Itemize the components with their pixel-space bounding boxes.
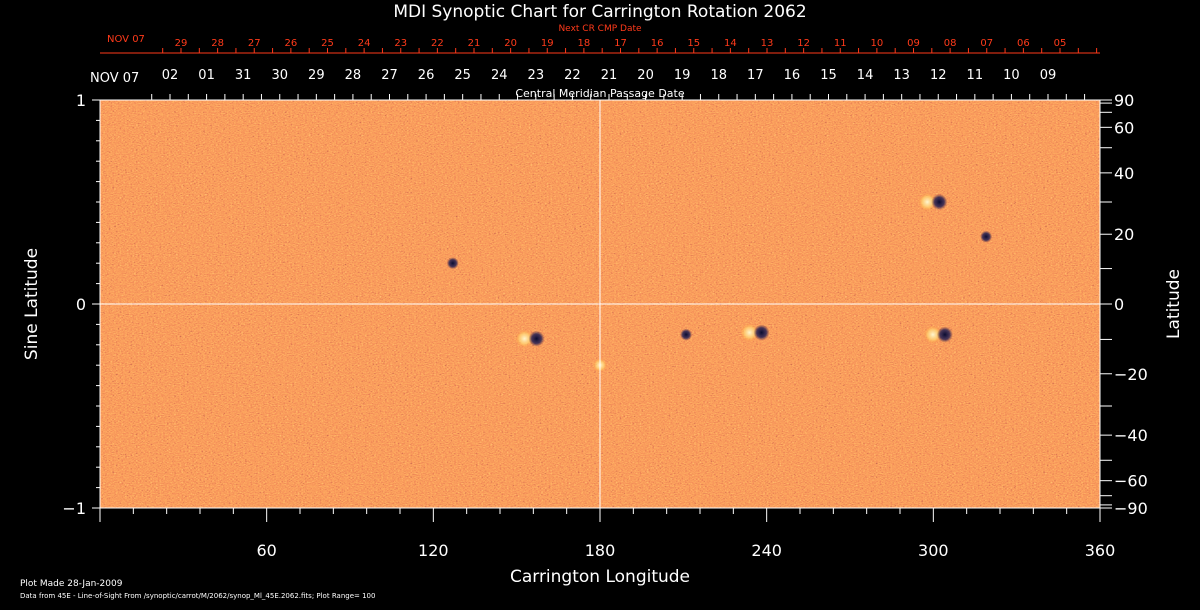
cmp-tick-label: 02 bbox=[162, 68, 179, 83]
cmp-tick-label: 31 bbox=[235, 68, 252, 83]
y-right-tick-label: 20 bbox=[1114, 225, 1134, 244]
y-right-axis-title: Latitude bbox=[1164, 269, 1184, 339]
next-cr-tick-label: 26 bbox=[285, 38, 298, 49]
active-region-positive bbox=[918, 193, 937, 211]
next-cr-tick-label: 29 bbox=[175, 38, 188, 49]
cmp-tick-label: 25 bbox=[454, 68, 471, 83]
y-right-tick-label: 90 bbox=[1114, 91, 1134, 110]
y-right-tick-label: 40 bbox=[1114, 164, 1134, 183]
next-cr-tick-label: 20 bbox=[504, 38, 517, 49]
footer-data-source: Data from 45E - Line-of-Sight From /syno… bbox=[20, 592, 376, 600]
active-region-positive bbox=[923, 325, 942, 344]
x-tick-label: 180 bbox=[585, 541, 616, 560]
next-cr-tick-label: 08 bbox=[944, 38, 957, 49]
y-left-axis-title: Sine Latitude bbox=[22, 248, 42, 360]
next-cr-tick-label: 21 bbox=[468, 38, 481, 49]
next-cr-tick-label: 06 bbox=[1017, 38, 1030, 49]
y-left-tick-label: 1 bbox=[76, 91, 86, 110]
next-cr-tick-label: 10 bbox=[871, 38, 884, 49]
cmp-tick-label: 11 bbox=[967, 68, 984, 83]
cmp-label: Central Meridian Passage Date bbox=[515, 87, 685, 100]
cmp-tick-label: 01 bbox=[198, 68, 215, 83]
cmp-tick-label: 18 bbox=[710, 68, 727, 83]
next-cr-tick-label: 22 bbox=[431, 38, 444, 49]
x-tick-label: 300 bbox=[918, 541, 949, 560]
chart-title: MDI Synoptic Chart for Carrington Rotati… bbox=[393, 2, 807, 22]
x-tick-label: 120 bbox=[418, 541, 449, 560]
footer-plot-made: Plot Made 28-Jan-2009 bbox=[20, 579, 123, 589]
cmp-tick-label: 09 bbox=[1040, 68, 1057, 83]
cmp-tick-label: 30 bbox=[271, 68, 288, 83]
x-tick-label: 60 bbox=[256, 541, 276, 560]
active-region-negative bbox=[753, 324, 770, 341]
next-cr-tick-label: 18 bbox=[578, 38, 591, 49]
next-cr-tick-label: 07 bbox=[980, 38, 993, 49]
next-cr-tick-label: 19 bbox=[541, 38, 554, 49]
next-cr-tick-label: 23 bbox=[394, 38, 407, 49]
next-cr-tick-label: 13 bbox=[761, 38, 774, 49]
next-cr-tick-label: 12 bbox=[797, 38, 810, 49]
active-region-positive bbox=[515, 329, 534, 348]
next-cr-tick-label: 25 bbox=[321, 38, 334, 49]
next-cr-tick-label: 05 bbox=[1054, 38, 1067, 49]
next-cr-tick-label: 28 bbox=[211, 38, 224, 49]
cmp-tick-label: 23 bbox=[528, 68, 545, 83]
cmp-tick-label: 20 bbox=[637, 68, 654, 83]
active-region-positive bbox=[740, 323, 759, 342]
cmp-tick-label: 16 bbox=[784, 68, 801, 83]
y-right-tick-label: −20 bbox=[1114, 365, 1148, 384]
active-region-negative bbox=[980, 230, 993, 243]
cmp-tick-label: 28 bbox=[345, 68, 362, 83]
next-cr-tick-label: 09 bbox=[907, 38, 920, 49]
active-region-negative bbox=[936, 326, 953, 343]
cmp-tick-label: 21 bbox=[601, 68, 618, 83]
cmp-tick-label: 22 bbox=[564, 68, 581, 83]
next-cr-tick-label: 17 bbox=[614, 38, 627, 49]
cmp-tick-label: 24 bbox=[491, 68, 508, 83]
active-region-negative bbox=[446, 257, 459, 270]
next-cr-tick-label: 14 bbox=[724, 38, 737, 49]
x-tick-label: 240 bbox=[751, 541, 782, 560]
cmp-tick-label: 19 bbox=[674, 68, 691, 83]
y-right-tick-label: −60 bbox=[1114, 472, 1148, 491]
y-right-tick-label: −90 bbox=[1114, 499, 1148, 518]
next-cr-tick-label: 24 bbox=[358, 38, 371, 49]
cmp-tick-label: 14 bbox=[857, 68, 874, 83]
cmp-tick-label: 17 bbox=[747, 68, 764, 83]
y-right-tick-label: 0 bbox=[1114, 295, 1124, 314]
cmp-start-label: NOV 07 bbox=[90, 71, 139, 86]
next-cr-tick-label: 27 bbox=[248, 38, 261, 49]
cmp-tick-label: 26 bbox=[418, 68, 435, 83]
active-region-negative bbox=[680, 328, 693, 341]
y-left-tick-label: 0 bbox=[76, 295, 86, 314]
active-region-negative bbox=[931, 194, 948, 210]
y-right-tick-label: −40 bbox=[1114, 426, 1148, 445]
next-cr-tick-label: 16 bbox=[651, 38, 664, 49]
y-right-tick-label: 60 bbox=[1114, 118, 1134, 137]
cmp-tick-label: 13 bbox=[893, 68, 910, 83]
cmp-tick-label: 10 bbox=[1003, 68, 1020, 83]
next-cr-start-label: NOV 07 bbox=[107, 34, 145, 45]
active-region-negative bbox=[528, 330, 545, 347]
cmp-tick-label: 27 bbox=[381, 68, 398, 83]
next-cr-tick-label: 15 bbox=[687, 38, 700, 49]
cmp-tick-label: 12 bbox=[930, 68, 947, 83]
cmp-tick-label: 15 bbox=[820, 68, 837, 83]
next-cr-tick-label: 11 bbox=[834, 38, 847, 49]
next-cr-label: Next CR CMP Date bbox=[558, 24, 642, 34]
x-tick-label: 360 bbox=[1085, 541, 1116, 560]
y-left-tick-label: −1 bbox=[62, 499, 86, 518]
x-axis-title: Carrington Longitude bbox=[510, 567, 690, 587]
cmp-tick-label: 29 bbox=[308, 68, 325, 83]
